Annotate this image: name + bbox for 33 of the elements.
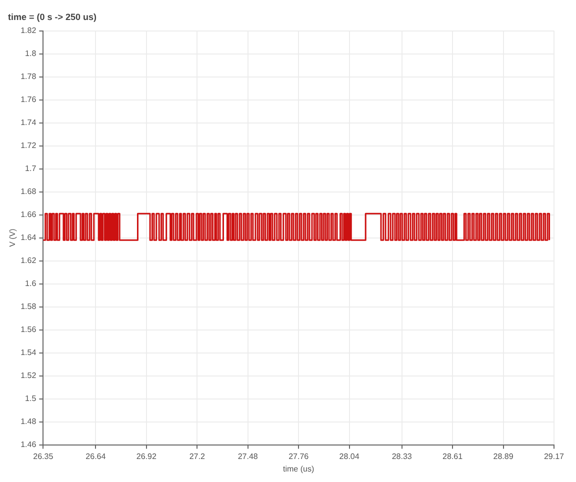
y-tick-label: 1.82 [20, 26, 37, 36]
x-tick-label: 27.76 [288, 452, 310, 461]
y-tick-label: 1.56 [20, 325, 37, 334]
y-tick-label: 1.52 [20, 371, 37, 380]
y-tick-label: 1.62 [20, 256, 37, 266]
y-tick-label: 1.5 [25, 394, 37, 404]
x-tick-label: 27.48 [238, 452, 258, 461]
x-axis-title: time (us) [283, 464, 314, 474]
y-tick-label: 1.68 [20, 187, 37, 196]
y-tick-label: 1.72 [20, 141, 37, 150]
x-tick-label: 28.04 [339, 452, 360, 461]
y-tick-label: 1.7 [25, 164, 37, 174]
x-tick-label: 28.33 [392, 452, 412, 461]
chart-title: time = (0 s -> 250 us) [8, 12, 97, 22]
y-tick-label: 1.8 [25, 49, 37, 58]
y-tick-label: 1.46 [20, 440, 37, 450]
y-tick-label: 1.64 [20, 233, 37, 242]
y-tick-label: 1.6 [25, 279, 37, 288]
x-tick-label: 28.61 [442, 452, 464, 461]
y-tick-label: 1.48 [20, 417, 37, 426]
x-tick-label: 29.17 [544, 452, 565, 461]
y-axis-title: V (V) [8, 228, 18, 247]
y-tick-label: 1.66 [20, 210, 37, 220]
x-tick-label: 28.89 [493, 452, 514, 461]
y-tick-label: 1.78 [20, 72, 37, 82]
x-tick-label: 27.2 [189, 452, 206, 461]
x-tick-label: 26.35 [33, 452, 54, 461]
y-tick-label: 1.76 [20, 95, 37, 104]
y-tick-label: 1.54 [20, 348, 37, 358]
x-tick-label: 26.64 [86, 452, 106, 461]
x-tick-label: 26.92 [136, 452, 157, 461]
y-tick-label: 1.58 [20, 302, 37, 312]
y-tick-label: 1.74 [20, 118, 37, 128]
